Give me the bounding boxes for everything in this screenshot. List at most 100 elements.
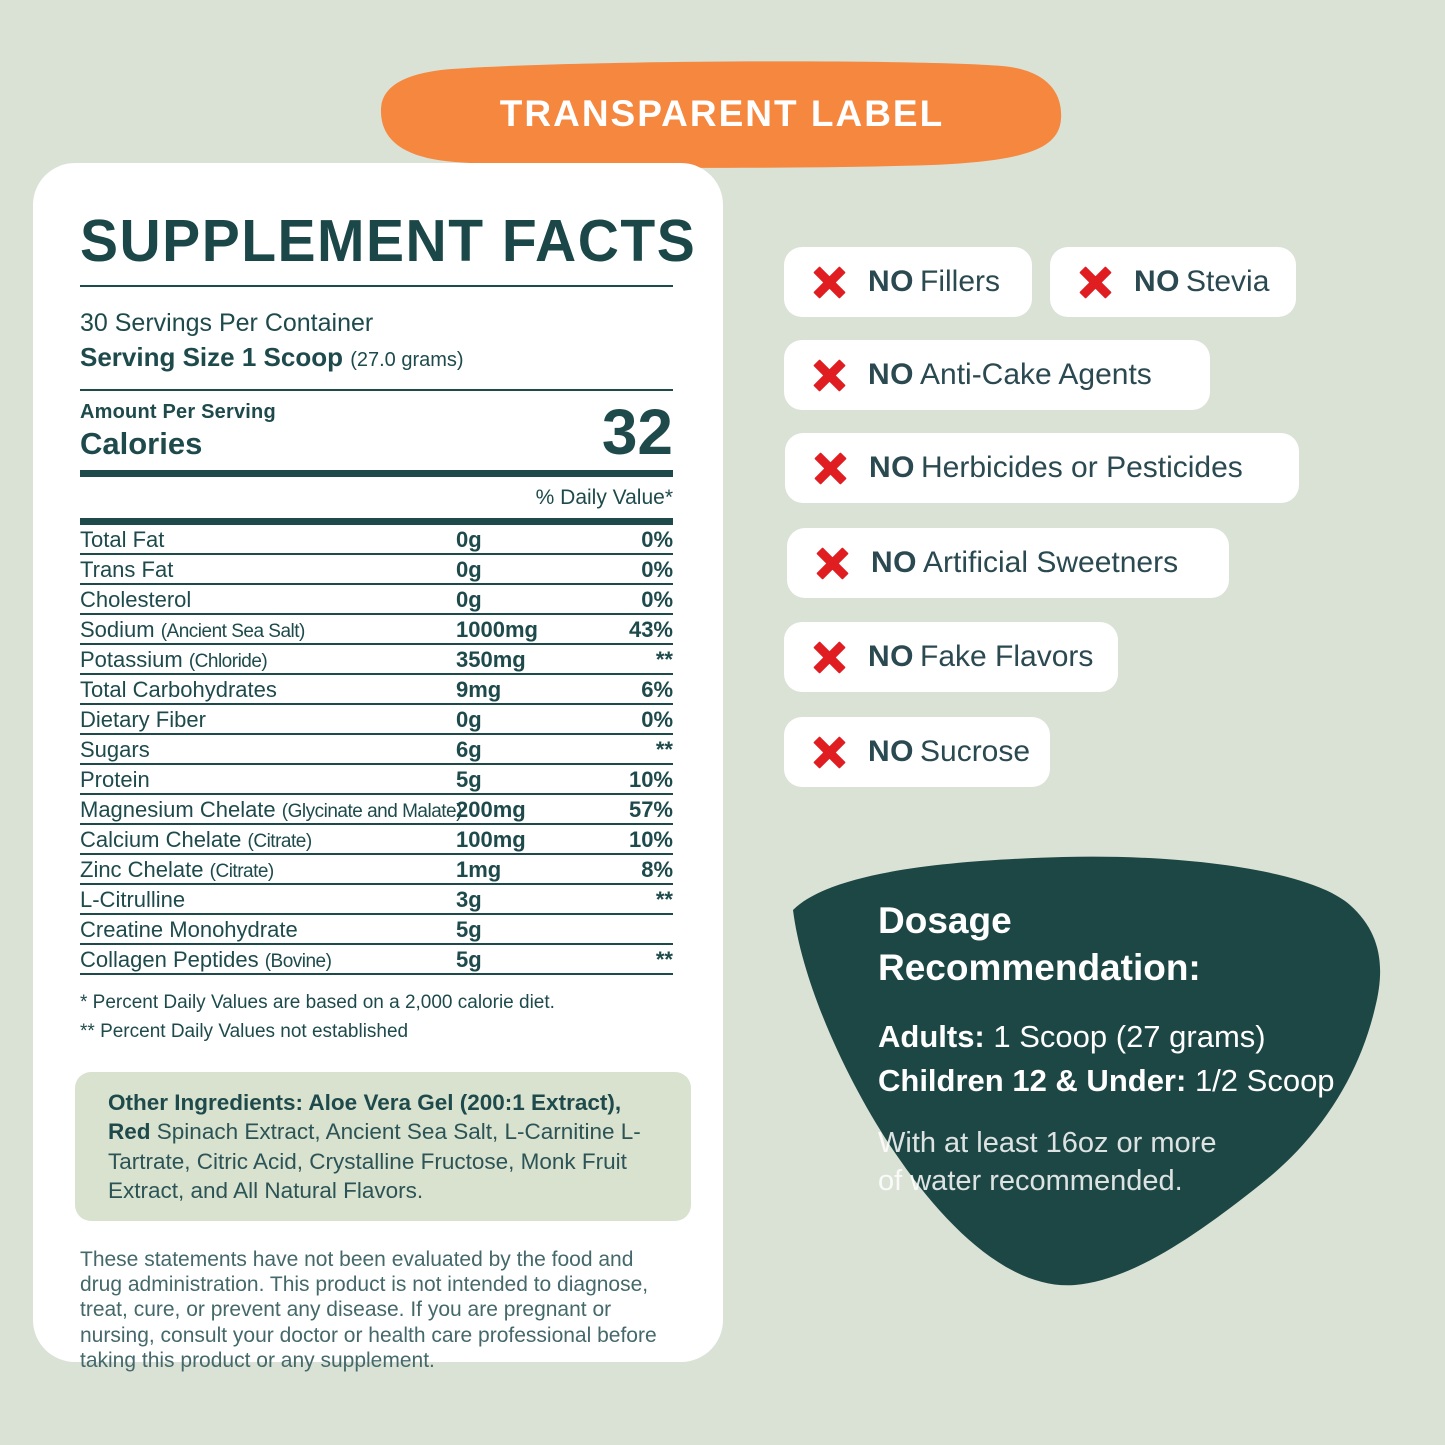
fda-disclaimer: These statements have not been evaluated… [80,1248,657,1372]
badge-no-anti-cake-agents: NO Anti-Cake Agents [784,340,1210,410]
table-row: Total Fat 0g 0% [80,525,673,555]
nutrient-dv: ** [655,887,673,912]
nutrient-amount: 3g [456,887,482,912]
footnotes: * Percent Daily Values are based on a 2,… [80,989,673,1046]
divider [80,285,673,287]
footnote-not-established: ** Percent Daily Values not established [80,1020,409,1042]
nutrient-name: Creatine Monohydrate [80,917,298,942]
footnote-dv: * Percent Daily Values are based on a 2,… [80,992,555,1013]
badge-no-fake-flavors: NO Fake Flavors [784,622,1118,692]
badge-no: NO [868,358,914,391]
serving-size-label: Serving Size 1 Scoop [80,342,343,372]
nutrient-amount: 6g [456,737,482,762]
nutrition-table: Total Fat 0g 0% Trans Fat 0g 0% Cholestero… [80,525,673,975]
nutrient-dv: 0% [641,587,673,612]
nutrient-amount: 5g [456,947,482,972]
table-row: Trans Fat 0g 0% [80,555,673,585]
nutrient-amount: 5g [456,767,482,792]
badge-no-herbicides-or-pesticides: NO Herbicides or Pesticides [785,433,1299,503]
nutrient-dv: 0% [641,707,673,732]
badge-label: Fake Flavors [920,640,1094,673]
dosage-title-line1: Dosage [878,900,1012,941]
nutrient-amount: 0g [456,557,482,582]
table-row: Protein 5g 10% [80,765,673,795]
nutrient-detail: (Glycinate and Malate) [281,801,463,822]
children-value: 1/2 Scoop [1186,1062,1335,1098]
nutrient-detail: (Citrate) [247,831,313,852]
other-ingredients-bold: Other Ingredients: Aloe Vera Gel (200:1 … [108,1090,622,1145]
nutrient-amount: 1000mg [456,617,538,642]
x-icon [815,546,849,580]
x-icon [1078,265,1112,299]
banner-title: TRANSPARENT LABEL [499,93,945,134]
table-row: Sugars 6g ** [80,735,673,765]
nutrient-name: Collagen Peptides [80,947,259,972]
badge-no-artificial-sweetners: NO Artificial Sweetners [787,528,1229,598]
nutrient-amount: 1mg [456,857,502,882]
serving-size: Serving Size 1 Scoop (27.0 grams) [80,342,673,373]
dosage-adults-line: Adults: 1 Scoop (27 grams) [878,1015,1348,1058]
dosage-note: With at least 16oz or more of water reco… [878,1127,1217,1198]
nutrient-name: Dietary Fiber [80,707,206,732]
thick-divider [80,518,673,525]
nutrient-amount: 0g [456,587,482,612]
nutrient-name: Total Carbohydrates [80,677,277,702]
serving-size-note: (27.0 grams) [350,349,464,371]
nutrient-amount: 5g [456,917,482,942]
dosage-title: Dosage Recommendation: [878,898,1348,991]
dosage-blob-shape [793,856,1381,1286]
table-row: Calcium Chelate (Citrate) 100mg 10% [80,825,673,855]
table-row: Creatine Monohydrate 5g [80,915,673,945]
children-label: Children 12 & Under: [878,1062,1187,1098]
nutrient-name: Potassium [80,647,183,672]
nutrient-amount: 100mg [456,827,526,852]
nutrient-amount: 9mg [456,677,502,702]
nutrient-amount: 0g [456,707,482,732]
dosage-title-line2: Recommendation: [878,946,1201,988]
nutrient-dv: 10% [628,827,673,852]
badge-no: NO [871,546,917,579]
table-row: Zinc Chelate (Citrate) 1mg 8% [80,855,673,885]
nutrient-dv: 43% [628,617,673,642]
adults-label: Adults: [878,1019,985,1055]
supplement-facts-title: SUPPLEMENT FACTS [80,208,697,275]
nutrient-dv: 0% [641,557,673,582]
x-icon [813,451,847,485]
table-row: Potassium (Chloride) 350mg ** [80,645,673,675]
table-row: L-Citrulline 3g ** [80,885,673,915]
table-row: Collagen Peptides (Bovine) 5g ** [80,945,673,975]
nutrient-amount: 0g [456,527,482,552]
dosage-recommendation-blob: Dosage Recommendation: Adults: 1 Scoop (… [778,850,1398,1298]
nutrient-dv: 0% [641,527,673,552]
calories-block: Amount Per Serving Calories 32 [80,396,673,469]
nutrient-name: Sodium [80,617,155,642]
nutrient-amount: 350mg [456,647,526,672]
other-ingredients-box: Other Ingredients: Aloe Vera Gel (200:1 … [75,1072,691,1221]
nutrient-detail: (Citrate) [209,861,275,882]
calories-value: 32 [601,396,673,469]
badge-no: NO [868,735,914,768]
badge-no: NO [869,451,915,484]
x-icon [812,358,846,392]
adults-value: 1 Scoop (27 grams) [984,1019,1266,1055]
nutrient-dv: ** [655,947,673,972]
table-row: Magnesium Chelate (Glycinate and Malate)… [80,795,673,825]
nutrient-dv: 8% [641,857,673,882]
badge-no-fillers: NO Fillers [784,247,1032,317]
nutrient-dv: 10% [628,767,673,792]
nutrient-name: Protein [80,767,150,792]
badge-no: NO [868,265,914,298]
thick-divider [80,470,673,477]
badge-no-sucrose: NO Sucrose [784,717,1050,787]
nutrient-name: Total Fat [80,527,165,552]
nutrient-name: L-Citrulline [80,887,186,912]
amount-per-serving-label: Amount Per Serving [80,401,276,423]
nutrient-dv: ** [655,647,673,672]
other-ingredients-rest: Spinach Extract, Ancient Sea Salt, L-Car… [108,1119,641,1203]
divider [80,389,673,391]
daily-value-header: % Daily Value* [535,486,673,509]
calories-label: Calories [80,426,203,461]
x-icon [812,640,846,674]
badge-no: NO [868,640,914,673]
